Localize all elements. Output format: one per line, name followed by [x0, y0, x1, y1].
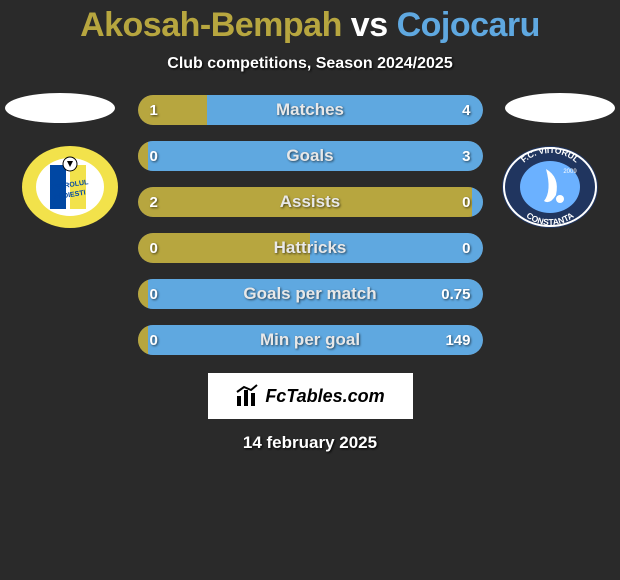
stat-bars: 14Matches 03Goals 20Assists 00Hattricks 00.7…	[138, 95, 483, 355]
stat-row-goals-per-match: 00.75Goals per match	[138, 279, 483, 309]
stat-row-assists: 20Assists	[138, 187, 483, 217]
title-vs: vs	[342, 6, 397, 44]
stat-row-matches: 14Matches	[138, 95, 483, 125]
stat-label: Min per goal	[138, 325, 483, 355]
stat-label: Hattricks	[138, 233, 483, 263]
stat-label: Goals per match	[138, 279, 483, 309]
subtitle: Club competitions, Season 2024/2025	[0, 55, 620, 73]
chart-icon	[235, 384, 259, 408]
stat-row-hattricks: 00Hattricks	[138, 233, 483, 263]
stat-label: Assists	[138, 187, 483, 217]
stat-row-goals: 03Goals	[138, 141, 483, 171]
brand-logo: FcTables.com	[208, 373, 413, 419]
date-text: 14 february 2025	[0, 433, 620, 453]
club-badge-left: PETROLUL PLOIESTI	[20, 145, 120, 230]
stat-label: Goals	[138, 141, 483, 171]
brand-text: FcTables.com	[265, 386, 384, 407]
comparison-panel: PETROLUL PLOIESTI F.C. VIITORUL CONSTANT…	[0, 95, 620, 355]
player-placeholder-left	[5, 93, 115, 123]
title-right: Cojocaru	[397, 6, 540, 44]
player-placeholder-right	[505, 93, 615, 123]
svg-text:2009: 2009	[563, 169, 577, 175]
page-title: Akosah-Bempah vs Cojocaru	[0, 0, 620, 45]
title-left: Akosah-Bempah	[80, 6, 342, 44]
stat-label: Matches	[138, 95, 483, 125]
club-badge-right: F.C. VIITORUL CONSTANTA 2009	[500, 145, 600, 230]
stat-row-min-per-goal: 0149Min per goal	[138, 325, 483, 355]
